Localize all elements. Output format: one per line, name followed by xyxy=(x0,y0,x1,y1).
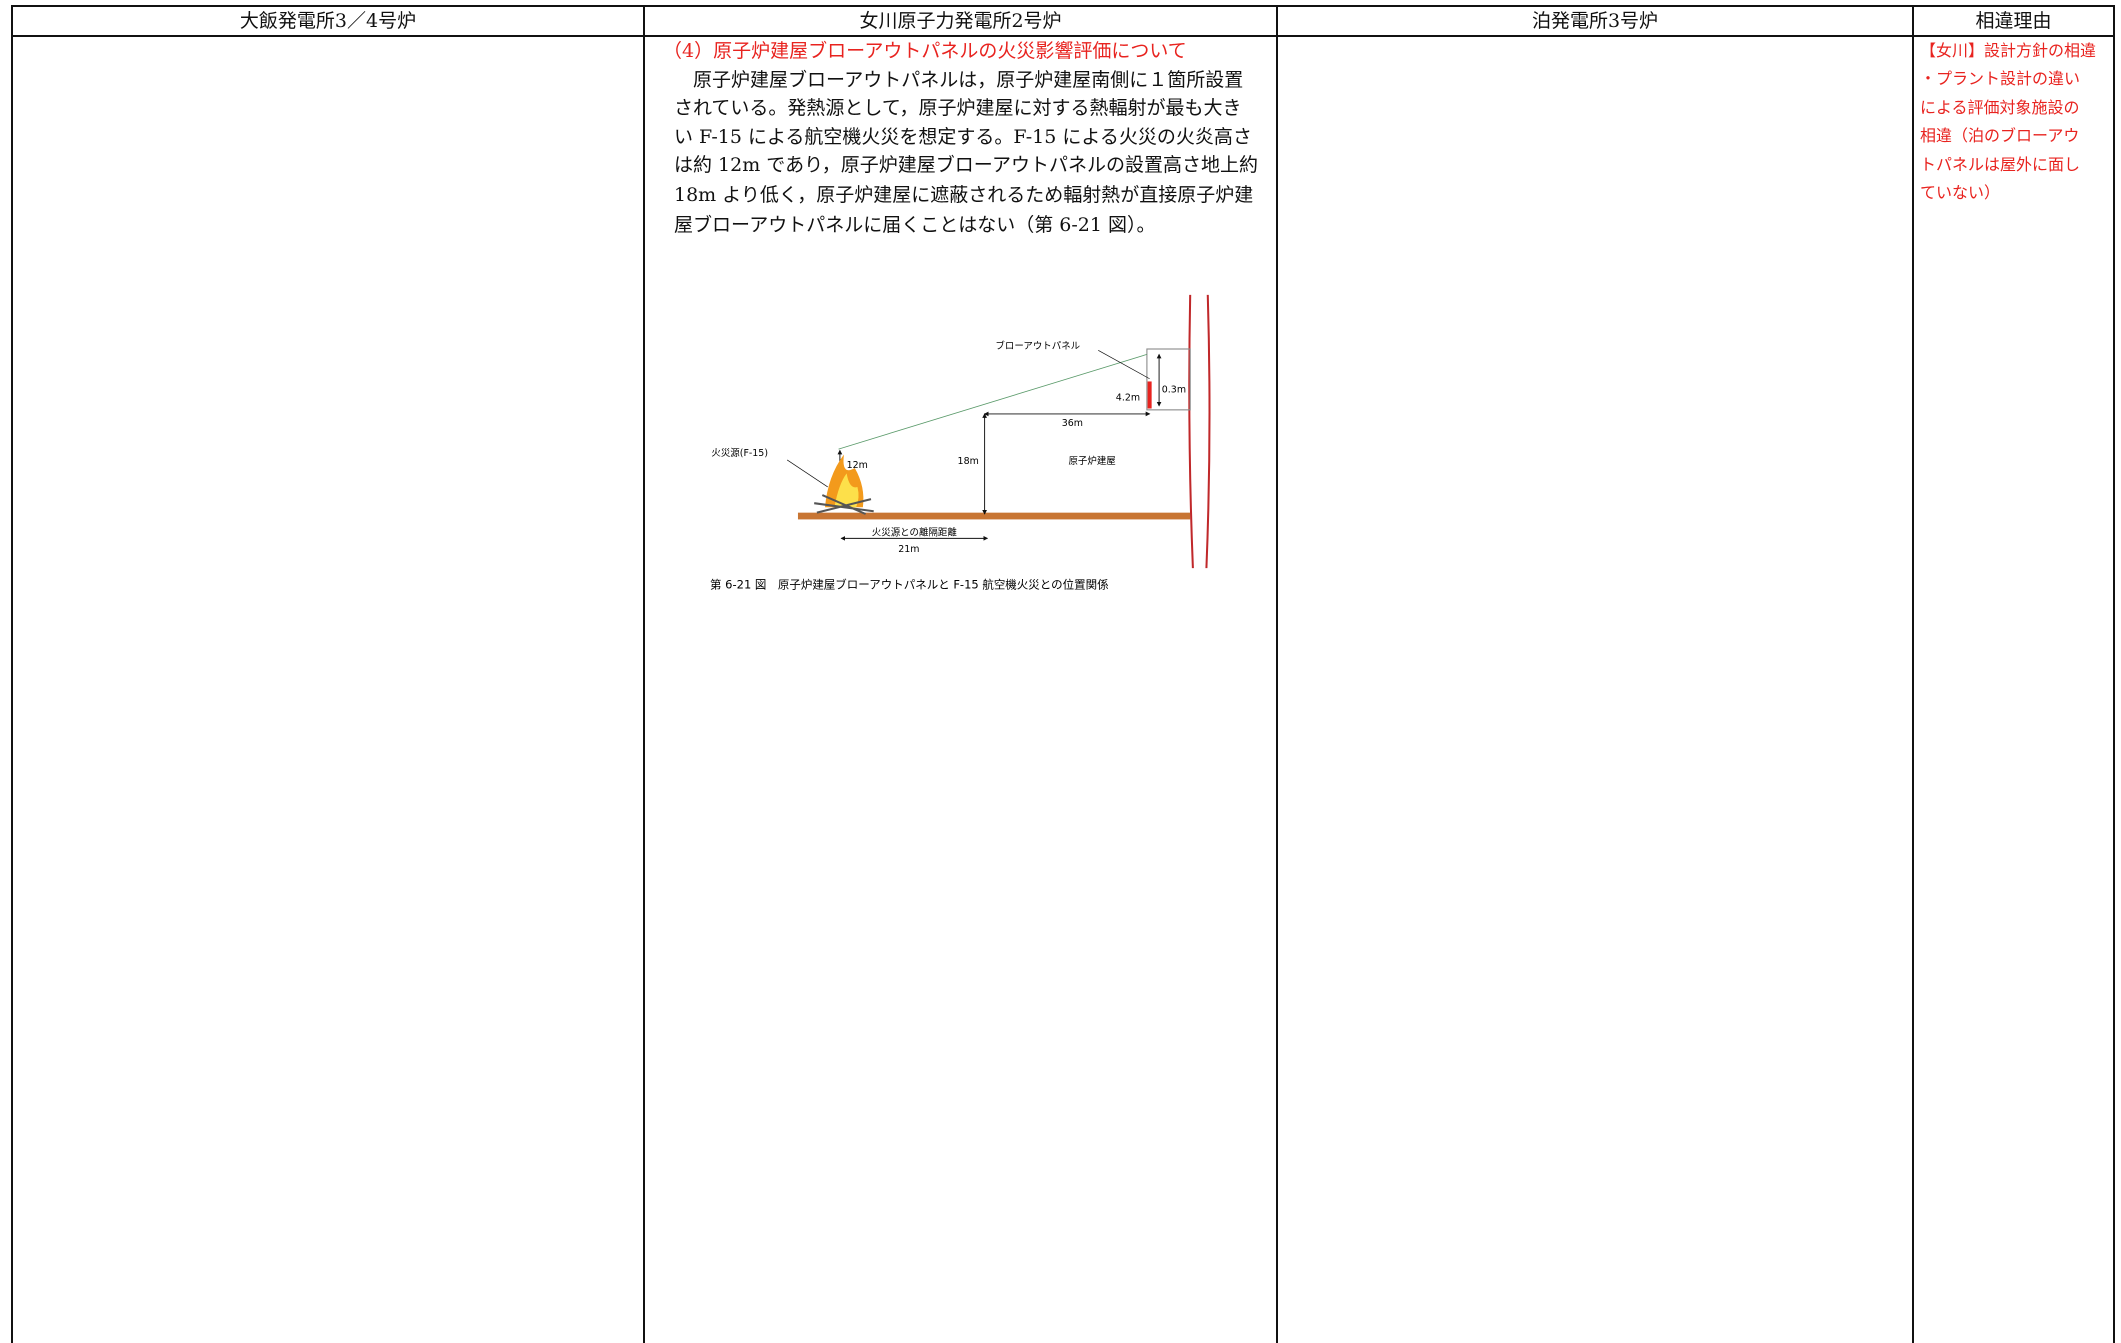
reason-line: による評価対象施設の xyxy=(1920,98,2080,117)
leader-line xyxy=(786,459,828,488)
debris xyxy=(814,494,874,515)
reason-line: トパネルは屋外に面し xyxy=(1920,155,2081,174)
ground xyxy=(797,512,1191,520)
sight-line xyxy=(838,354,1148,450)
figure-label: 21m xyxy=(898,544,919,555)
paragraph-line: 18m より低く，原子炉建屋に遮蔽されるため輻射熱が直接原子炉建 xyxy=(674,184,1254,206)
panel-box xyxy=(1146,348,1191,411)
building-wall xyxy=(1188,294,1194,569)
paragraph-line: 原子炉建屋ブローアウトパネルは，原子炉建屋南側に１箇所設置 xyxy=(693,69,1244,91)
paragraph-line: 屋ブローアウトパネルに届くことはない（第 6-21 図）。 xyxy=(674,214,1156,236)
reason-line: ・プラント設計の違い xyxy=(1920,69,2081,88)
table-border xyxy=(643,5,645,1343)
table-border xyxy=(11,5,13,1343)
figure: ブローアウトパネル 0.3m 4.2m 36m 18m 12m 火災源(F-15… xyxy=(710,294,1211,591)
table-border xyxy=(11,35,2115,37)
column-header: 女川原子力発電所2号炉 xyxy=(859,10,1062,32)
paragraph-line: されている。発熱源として，原子炉建屋に対する熱輻射が最も大き xyxy=(674,97,1242,119)
column-header: 泊発電所3号炉 xyxy=(1531,10,1659,32)
figure-label: 4.2m xyxy=(1116,392,1140,403)
column-header: 大飯発電所3／4号炉 xyxy=(239,10,417,32)
flame xyxy=(834,473,859,508)
section-heading: （4）原子炉建屋ブローアウトパネルの火災影響評価について xyxy=(663,40,1187,62)
reason-line: 相違（泊のブローアウ xyxy=(1920,126,2080,145)
paragraph-line: は約 12m であり，原子炉建屋ブローアウトパネルの設置高さ地上約 xyxy=(674,154,1258,176)
table-border xyxy=(11,5,2115,7)
column-header: 相違理由 xyxy=(1975,10,2052,32)
reason-line: ていない） xyxy=(1920,183,2001,202)
leader-line xyxy=(1098,350,1150,380)
table-border xyxy=(1276,5,1278,1343)
figure-label: 原子炉建屋 xyxy=(1068,455,1115,467)
figure-label: ブローアウトパネル xyxy=(995,340,1080,352)
table-border xyxy=(2113,5,2115,1343)
figure-label: 12m xyxy=(847,460,868,471)
figure-label: 36m xyxy=(1062,418,1083,429)
table-border xyxy=(1912,5,1914,1343)
figure-label: 0.3m xyxy=(1162,384,1186,395)
reason-line: 【女川】設計方針の相違 xyxy=(1920,41,2097,60)
figure-caption: 第 6-21 図 原子炉建屋ブローアウトパネルと F-15 航空機火災との位置関… xyxy=(710,577,1109,591)
figure-label: 火災源(F-15) xyxy=(711,448,768,459)
building-wall xyxy=(1205,294,1211,569)
figure-label: 火災源との離隔距離 xyxy=(872,527,958,539)
figure-label: 18m xyxy=(958,456,979,467)
paragraph-line: い F-15 による航空機火災を想定する。F-15 による火災の火炎高さ xyxy=(674,126,1252,148)
